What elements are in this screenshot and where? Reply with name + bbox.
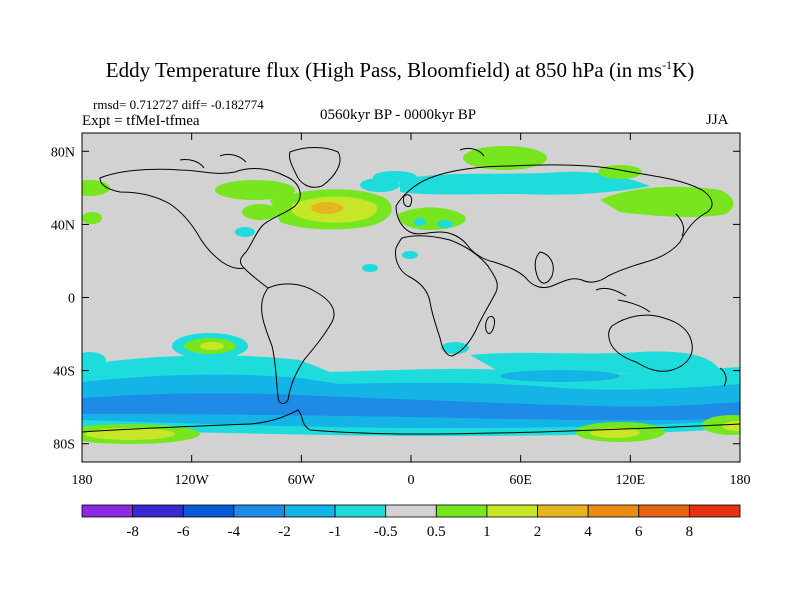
siberia-blue-band [400, 171, 650, 195]
colorbar-label: 2 [534, 524, 542, 540]
southwest-edge-patch [82, 352, 106, 368]
lon-tick-label: 60W [288, 473, 316, 488]
indian-ocean-mid [500, 370, 620, 382]
lon-tick-label: 120W [175, 473, 210, 488]
lat-tick-label: 80S [53, 438, 75, 453]
colorbar-swatch [182, 504, 235, 518]
colorbar-label: -2 [278, 524, 291, 540]
colorbar-label: 8 [686, 524, 694, 540]
uk-outline [403, 194, 413, 207]
colorbar-swatch [81, 504, 134, 518]
arctic-islands [179, 147, 485, 169]
stats-label: rmsd= 0.712727 diff= -0.182774 [93, 97, 264, 112]
pacific-green-west [82, 212, 102, 224]
experiment-label: Expt = tfMeI-tfmea [82, 113, 200, 129]
lat-tick-label: 40S [53, 365, 75, 380]
colorbar-label: 6 [635, 524, 643, 540]
africa-outline [395, 235, 498, 357]
japan-outline [675, 213, 685, 237]
colorbar: -8 -6 -4 -2 -1 -0.5 0.5 1 2 4 6 8 [81, 504, 741, 540]
colorbar-label: 0.5 [427, 524, 446, 540]
plot-title: Eddy Temperature flux (High Pass, Bloomf… [105, 58, 695, 82]
lat-tick-label: 0 [68, 292, 75, 307]
colorbar-label: -4 [228, 524, 241, 540]
colorbar-swatch [385, 504, 437, 518]
australia-outline [608, 314, 693, 372]
antarctic-yellow-far-east [722, 421, 740, 431]
india-outline [534, 251, 554, 284]
colorbar-swatch [587, 504, 640, 518]
north-america-outline [99, 168, 301, 269]
lat-tick-label: 40N [51, 218, 75, 233]
atlantic-small-blue [362, 264, 378, 272]
colorbar-swatch [486, 504, 538, 518]
southern-band-dark [82, 393, 740, 421]
coastlines [82, 147, 740, 435]
madagascar-outline [485, 315, 495, 334]
new-zealand-outline [719, 367, 727, 387]
southeast-asia-islands [595, 287, 651, 313]
antarctic-yellow-east [590, 428, 640, 438]
canada-green [215, 180, 295, 200]
indian-ocean-patch [470, 351, 720, 374]
colorbar-swatch [537, 504, 589, 518]
period-label: 0560kyr BP - 0000kyr BP [320, 107, 477, 123]
florida-blue [235, 227, 255, 237]
colorbar-swatch [132, 504, 184, 518]
south-pacific-yellow [200, 342, 224, 350]
latitude-axis: 80N 40N 0 40S 80S [51, 145, 740, 453]
north-atlantic-blue [360, 178, 400, 192]
lon-tick-label: 180 [72, 473, 93, 488]
lon-tick-label: 60E [509, 473, 532, 488]
sahara-blue [402, 251, 418, 259]
colorbar-swatch [284, 504, 336, 518]
lon-tick-label: 120E [616, 473, 646, 488]
south-america-outline [261, 283, 335, 404]
europe-asia-outline [395, 164, 713, 289]
colorbar-label: 1 [483, 524, 491, 540]
colorbar-label: -8 [126, 524, 139, 540]
iberia-blue [414, 218, 426, 226]
siberia-green [463, 146, 547, 170]
colorbar-swatch [638, 504, 690, 518]
antarctic-edge [82, 428, 740, 462]
longitude-axis: 180 120W 60W 0 60E 120E 180 [72, 133, 751, 488]
colorbar-label: 4 [584, 524, 592, 540]
mediterranean-blue [437, 220, 453, 228]
season-label: JJA [706, 112, 729, 128]
colorbar-label: -1 [329, 524, 342, 540]
colorbar-swatch [435, 504, 488, 518]
colorbar-swatch [233, 504, 285, 518]
colorbar-swatch [688, 504, 741, 518]
antarctica-outline [82, 409, 740, 435]
atlantic-orange [311, 202, 343, 214]
colorbar-label: -6 [177, 524, 190, 540]
central-america-outline [243, 267, 269, 289]
map-panel [82, 133, 740, 462]
bering-green-west [82, 180, 110, 196]
lat-tick-label: 80N [51, 145, 75, 160]
greenland-outline [289, 147, 341, 188]
colorbar-label: -0.5 [374, 524, 398, 540]
lon-tick-label: 180 [730, 473, 751, 488]
antarctic-yellow-west [85, 428, 175, 440]
colorbar-swatch [334, 504, 387, 518]
north-pacific-green [600, 186, 734, 218]
great-lakes-green [242, 204, 278, 220]
lon-tick-label: 0 [408, 473, 415, 488]
south-atlantic-small [441, 342, 469, 354]
